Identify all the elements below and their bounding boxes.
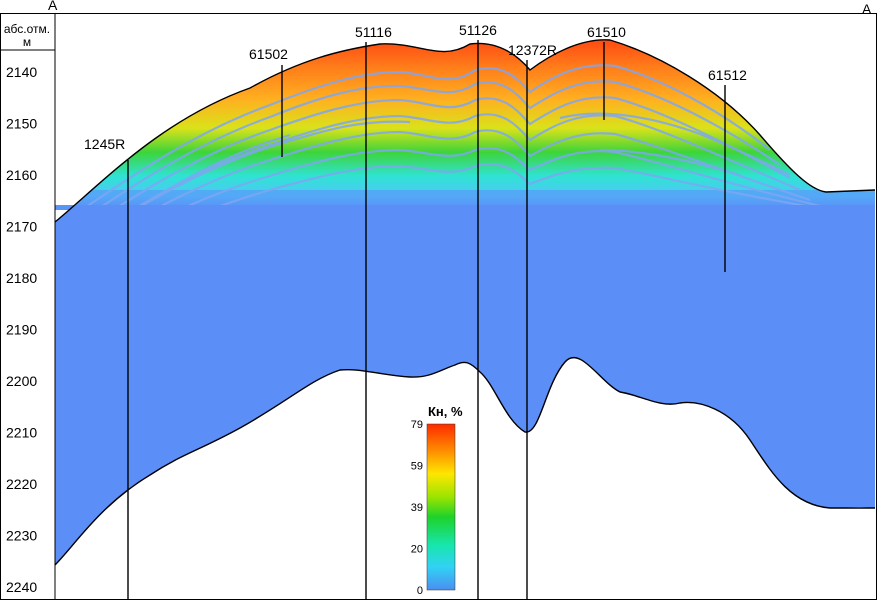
axis-tick-label: 2170: [6, 219, 37, 235]
well-51126: 51126: [459, 22, 497, 600]
well-1245R: 1245R: [84, 136, 129, 600]
well-61502: 61502: [249, 46, 288, 157]
well-label-51116: 51116: [355, 24, 392, 40]
legend-colorbar: [426, 423, 456, 591]
legend-tick-label: 0: [417, 585, 423, 597]
axis-tick-label: 2160: [6, 167, 37, 183]
wells: 1245R 61502 51116 51126 12372R 61510 615…: [84, 22, 747, 600]
corner-label-left: A: [48, 0, 58, 13]
axis-tick-label: 2210: [6, 425, 37, 441]
axis-tick-label: 2230: [6, 528, 37, 544]
well-12372R: 12372R: [508, 42, 557, 600]
legend-title: Кн, %: [428, 404, 463, 419]
well-61510: 61510: [587, 24, 626, 120]
bottom-horizon: [54, 356, 875, 566]
corner-label-right: A: [862, 1, 872, 17]
axis-tick-label: 2190: [6, 322, 37, 338]
axis-header-line1: абс.отм.: [4, 22, 50, 36]
legend-tick-label: 39: [411, 502, 423, 514]
axis-tick-label: 2140: [6, 64, 37, 80]
well-label-61512: 61512: [708, 67, 747, 83]
axis-tick-label: 2180: [6, 270, 37, 286]
axis-tick-label: 2220: [6, 476, 37, 492]
legend-tick-label: 79: [411, 419, 423, 431]
well-label-51126: 51126: [459, 22, 497, 38]
well-label-12372R: 12372R: [508, 42, 557, 58]
top-horizon: [54, 39, 876, 223]
axis-header-line2: м: [23, 35, 31, 49]
well-label-1245R: 1245R: [84, 136, 125, 152]
porosity-legend: Кн, % 79 59 39 20 0: [411, 404, 463, 597]
axis-ticks: 2140 2150 2160 2170 2180 2190 2200 2210 2220 2230…: [6, 64, 37, 595]
well-51116: 51116: [355, 24, 392, 600]
well-label-61502: 61502: [249, 46, 288, 62]
legend-ticks: 79 59 39 20 0: [411, 419, 423, 597]
axis-tick-label: 2240: [6, 579, 37, 595]
legend-tick-label: 20: [411, 544, 423, 556]
well-label-61510: 61510: [587, 24, 626, 40]
legend-tick-label: 59: [411, 461, 423, 473]
axis-tick-label: 2150: [6, 116, 37, 132]
axis-tick-label: 2200: [6, 373, 37, 389]
well-61512: 61512: [708, 67, 747, 272]
